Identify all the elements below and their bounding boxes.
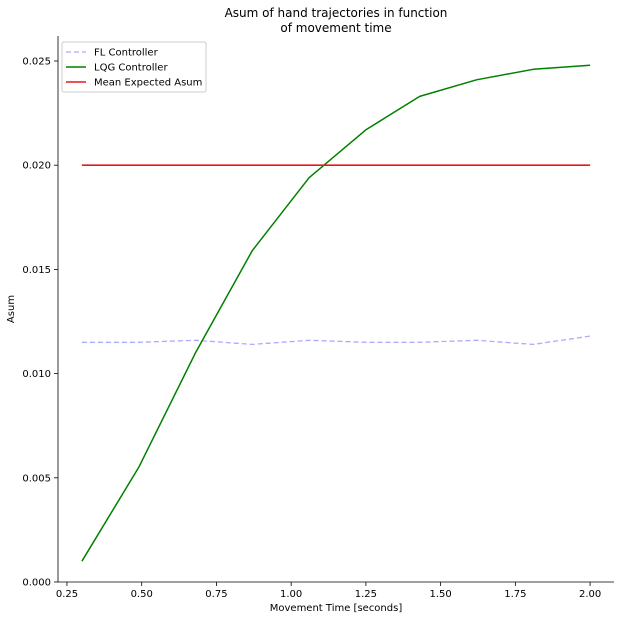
chart-title-line-2: of movement time	[280, 21, 391, 35]
legend-mean-expected-asum-label: Mean Expected Asum	[94, 78, 202, 89]
x-ticks: 0.25 0.50 0.75 1.00 1.25 1.50 1.75 2.00	[56, 582, 601, 600]
x-tick-label: 2.00	[579, 589, 601, 600]
x-tick-label: 0.50	[131, 589, 153, 600]
x-axis-label: Movement Time [seconds]	[270, 603, 403, 614]
series-group	[81, 64, 591, 562]
x-tick-label: 1.25	[355, 589, 377, 600]
legend: FL Controller LQG Controller Mean Expect…	[61, 41, 207, 93]
series-line-lqg-controller	[81, 64, 591, 562]
y-tick-label: 0.010	[22, 369, 51, 380]
y-tick-label: 0.005	[22, 473, 51, 484]
legend-lqg-controller-label: LQG Controller	[94, 63, 168, 74]
legend-box	[61, 41, 207, 93]
legend-fl-controller-label: FL Controller	[94, 48, 159, 59]
chart-title-line-1: Asum of hand trajectories in function	[225, 6, 448, 20]
x-tick-label: 1.50	[429, 589, 451, 600]
x-tick-label: 0.25	[56, 589, 78, 600]
x-tick-label: 1.75	[504, 589, 526, 600]
x-tick-label: 0.75	[205, 589, 227, 600]
y-tick-label: 0.000	[22, 578, 51, 589]
x-tick-label: 1.00	[280, 589, 302, 600]
y-axis-label: Asum	[6, 295, 17, 323]
y-tick-label: 0.015	[22, 265, 51, 276]
y-ticks: 0.000 0.005 0.010 0.015 0.020 0.025	[22, 57, 58, 589]
y-tick-label: 0.025	[22, 57, 51, 68]
y-tick-label: 0.020	[22, 161, 51, 172]
